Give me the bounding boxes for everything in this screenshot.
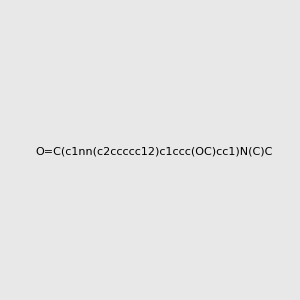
- Text: O=C(c1nn(c2ccccc12)c1ccc(OC)cc1)N(C)C: O=C(c1nn(c2ccccc12)c1ccc(OC)cc1)N(C)C: [35, 146, 272, 157]
